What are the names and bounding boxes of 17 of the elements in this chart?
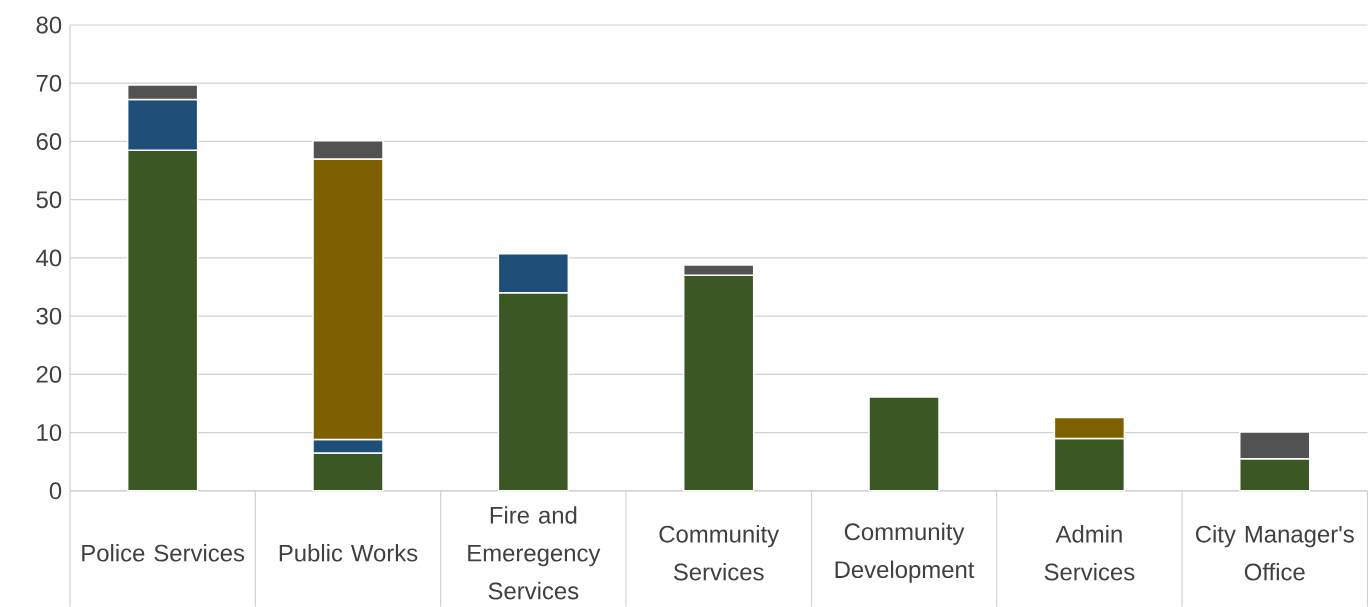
- x-tick-label: Community Services: [659, 524, 780, 581]
- y-tick-label: 50: [36, 191, 62, 208]
- y-tick-label: 80: [36, 16, 62, 34]
- bar: [868, 396, 940, 492]
- x-tick-label: Public Works: [279, 543, 418, 562]
- y-tick-label: 70: [36, 74, 62, 92]
- y-tick-label: 20: [36, 365, 62, 383]
- x-tick-label: Admin Services: [1044, 524, 1135, 581]
- y-tick-label: 60: [36, 132, 62, 150]
- x-tick-label: Community Development: [835, 522, 975, 583]
- y-tick-label: 10: [37, 423, 62, 441]
- x-tick-label: Fire and Emeregency Services: [468, 505, 601, 600]
- y-tick-label: 30: [36, 307, 62, 325]
- x-tick-label: City Manager's Office: [1195, 524, 1354, 581]
- y-tick-label: 40: [36, 249, 62, 267]
- y-tick-label: 0: [49, 482, 62, 500]
- x-tick-label: Police Services: [82, 543, 245, 562]
